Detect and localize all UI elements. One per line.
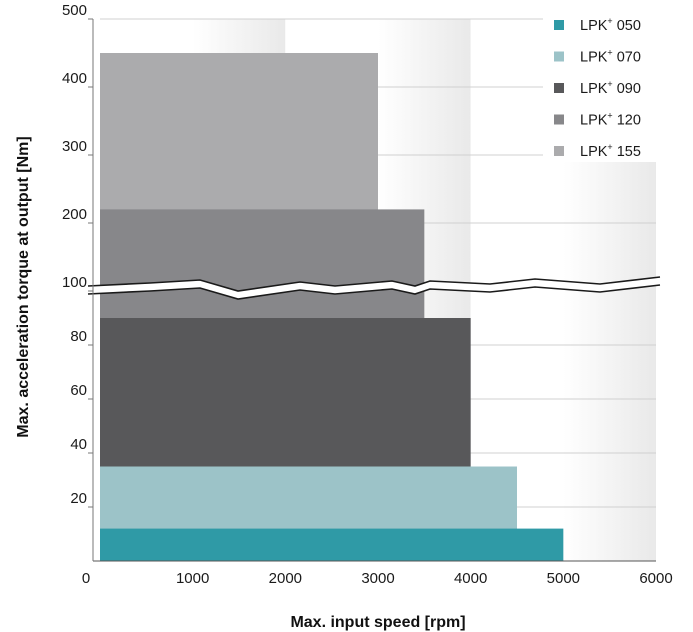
legend-entry: LPK+ 050	[580, 16, 641, 34]
axis-break	[87, 276, 661, 300]
legend-entry: LPK+ 120	[580, 111, 641, 129]
x-tick-label: 4000	[454, 570, 487, 587]
axes	[88, 18, 656, 562]
legend-entry: LPK+ 070	[580, 48, 641, 66]
legend-swatch	[554, 146, 564, 156]
break-line-upper	[87, 276, 661, 292]
legend-swatch	[554, 20, 564, 30]
x-tick-label: 3000	[361, 570, 394, 587]
legend-swatch	[554, 83, 564, 93]
y-tick-label: 100	[62, 274, 87, 291]
x-tick-label: 1000	[176, 570, 209, 587]
y-tick-label: 60	[70, 382, 87, 399]
y-tick-label: 400	[62, 70, 87, 87]
legend-swatch	[554, 114, 564, 125]
bar-050	[100, 528, 564, 561]
y-tick-label: 80	[70, 328, 87, 345]
bars	[100, 53, 564, 561]
x-tick-labels: 0 1000 2000 3000 4000 5000 6000	[82, 570, 673, 587]
y-tick-label: 200	[62, 206, 87, 223]
break-fill	[88, 277, 660, 299]
y-tick-label: 300	[62, 138, 87, 155]
y-tick-label: 20	[70, 490, 87, 507]
x-tick-label: 6000	[639, 570, 672, 587]
y-tick-labels: 20 40 60 80 100 200 300 400 500	[62, 2, 87, 507]
legend-entry: LPK+ 090	[580, 79, 641, 97]
y-tick-label: 500	[62, 2, 87, 19]
y-axis-title: Max. acceleration torque at output [Nm]	[15, 136, 32, 437]
legend: LPK+ 050 LPK+ 070 LPK+ 090 LPK+ 120 LPK+ 155	[543, 10, 659, 162]
break-line-lower	[87, 284, 661, 300]
x-axis-title: Max. input speed [rpm]	[290, 614, 465, 631]
x-tick-label: 2000	[269, 570, 302, 587]
x-tick-label: 0	[82, 570, 90, 587]
y-tick-label: 40	[70, 436, 87, 453]
x-tick-label: 5000	[547, 570, 580, 587]
legend-swatch	[554, 51, 564, 62]
legend-entry: LPK+ 155	[580, 142, 641, 160]
